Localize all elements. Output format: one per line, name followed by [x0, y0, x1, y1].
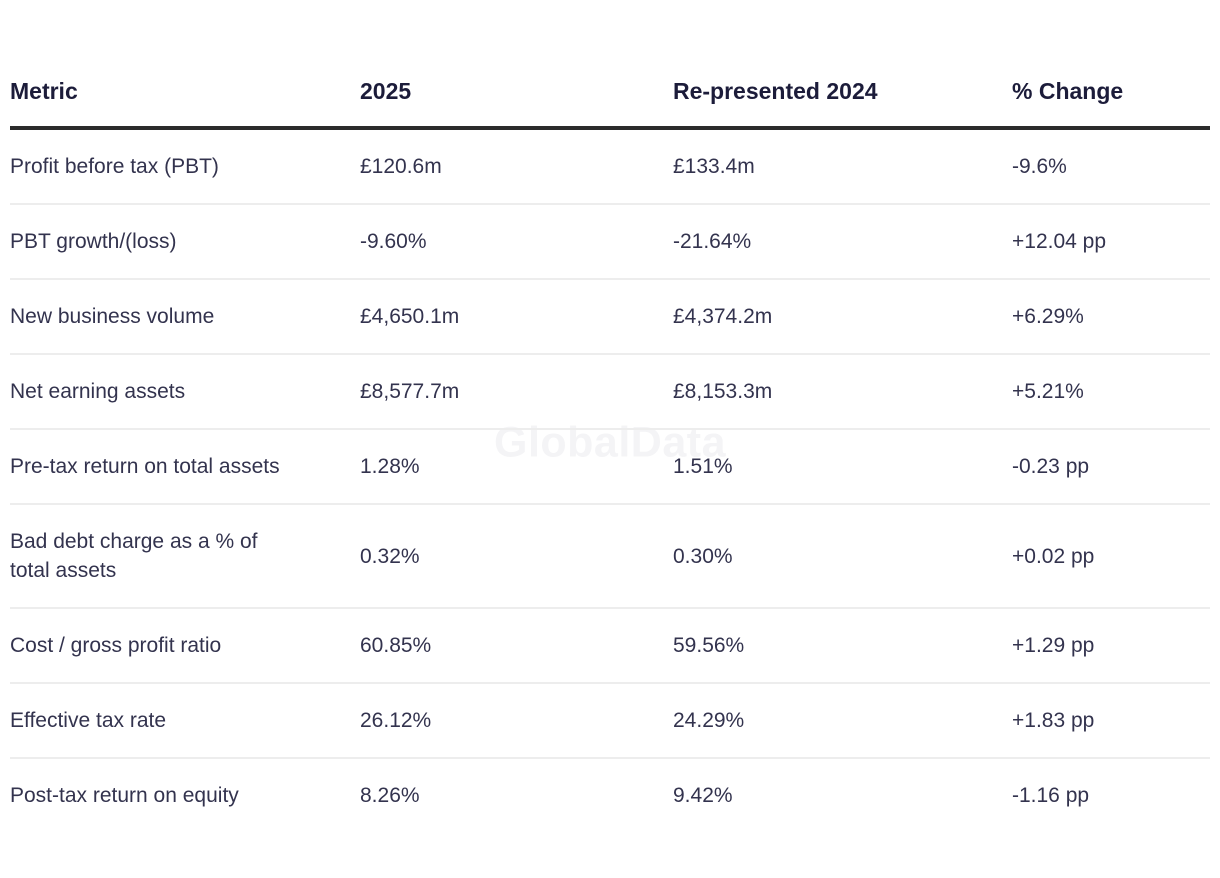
cell-metric: Net earning assets	[10, 354, 360, 430]
cell-y2024: 9.42%	[673, 784, 733, 807]
metric-label: PBT growth/(loss)	[10, 230, 177, 253]
cell-y2025: -9.60%	[360, 204, 673, 280]
table-row: PBT growth/(loss) -9.60% -21.64% +12.04 pp	[10, 204, 1210, 280]
cell-change: +1.83 pp	[1012, 683, 1210, 759]
table-row: Effective tax rate 26.12% 24.29% +1.83 pp	[10, 683, 1210, 759]
table-row: New business volume £4,650.1m £4,374.2m +6.…	[10, 279, 1210, 355]
financial-metrics-table: Metric 2025 Re-presented 2024 % Change P…	[10, 78, 1210, 832]
cell-y2024: £4,374.2m	[673, 279, 1012, 355]
metric-label: New business volume	[10, 305, 215, 328]
cell-y2025: 0.32%	[360, 504, 673, 609]
cell-change: +6.29%	[1012, 279, 1210, 355]
metric-label: Pre-tax return on total assets	[10, 455, 280, 478]
table-row: Post-tax return on equity 8.26% 9.42% -1.16…	[10, 758, 1210, 832]
metric-label: Net earning assets	[10, 380, 186, 403]
cell-change: -0.23 pp	[1012, 429, 1210, 505]
table-body: Profit before tax (PBT) £120.6m £133.4m -9.…	[10, 128, 1210, 832]
cell-y2025: 60.85%	[360, 608, 673, 684]
table-row: Cost / gross profit ratio 60.85% 59.56% +1.…	[10, 608, 1210, 684]
cell-y2024: 1.51%	[673, 429, 1012, 505]
table-row: Profit before tax (PBT) £120.6m £133.4m -9.…	[10, 128, 1210, 205]
cell-y2024: £133.4m	[673, 128, 1012, 205]
cell-metric: Bad debt charge as a % of total assets	[10, 504, 360, 609]
cell-change: -9.6%	[1012, 128, 1210, 205]
column-header-represented-2024: Re-presented 2024	[673, 78, 1012, 130]
cell-change: +12.04 pp	[1012, 204, 1210, 280]
cell-y2025: 1.28%	[360, 429, 673, 505]
cell-y2024: -21.64%	[673, 204, 1012, 280]
metric-label: Post-tax return on equity	[10, 784, 239, 807]
cell-y2025: 8.26%	[360, 784, 420, 807]
cell-change: +1.29 pp	[1012, 608, 1210, 684]
table-row: Pre-tax return on total assets 1.28% 1.51%…	[10, 429, 1210, 505]
cell-change: +0.02 pp	[1012, 504, 1210, 609]
cell-change: -1.16 pp	[1012, 784, 1090, 807]
metric-label: Bad debt charge as a % of total assets	[10, 530, 258, 582]
cell-y2025: £120.6m	[360, 128, 673, 205]
cell-y2025: £4,650.1m	[360, 279, 673, 355]
column-header-2025: 2025	[360, 78, 673, 130]
cell-metric: Profit before tax (PBT)	[10, 128, 360, 205]
cell-metric: Post-tax return on equity	[10, 758, 360, 832]
table-header: Metric 2025 Re-presented 2024 % Change	[10, 78, 1210, 130]
header-row: Metric 2025 Re-presented 2024 % Change	[10, 78, 1210, 130]
cell-y2025: 26.12%	[360, 683, 673, 759]
metric-label: Effective tax rate	[10, 709, 167, 732]
cell-metric: Effective tax rate	[10, 683, 360, 759]
table-row: Bad debt charge as a % of total assets 0.…	[10, 504, 1210, 609]
metric-label: Cost / gross profit ratio	[10, 634, 222, 657]
cell-metric: Cost / gross profit ratio	[10, 608, 360, 684]
column-header-percent-change: % Change	[1012, 78, 1210, 130]
cell-change: +5.21%	[1012, 354, 1210, 430]
table-row: Net earning assets £8,577.7m £8,153.3m +5.2…	[10, 354, 1210, 430]
cell-y2024: £8,153.3m	[673, 354, 1012, 430]
cell-y2024: 59.56%	[673, 608, 1012, 684]
cell-metric: PBT growth/(loss)	[10, 204, 360, 280]
column-header-metric: Metric	[10, 78, 360, 130]
cell-y2024: 0.30%	[673, 504, 1012, 609]
cell-metric: New business volume	[10, 279, 360, 355]
cell-y2024: 24.29%	[673, 683, 1012, 759]
cell-y2025: £8,577.7m	[360, 354, 673, 430]
cell-metric: Pre-tax return on total assets	[10, 429, 360, 505]
metric-label: Profit before tax (PBT)	[10, 155, 219, 178]
